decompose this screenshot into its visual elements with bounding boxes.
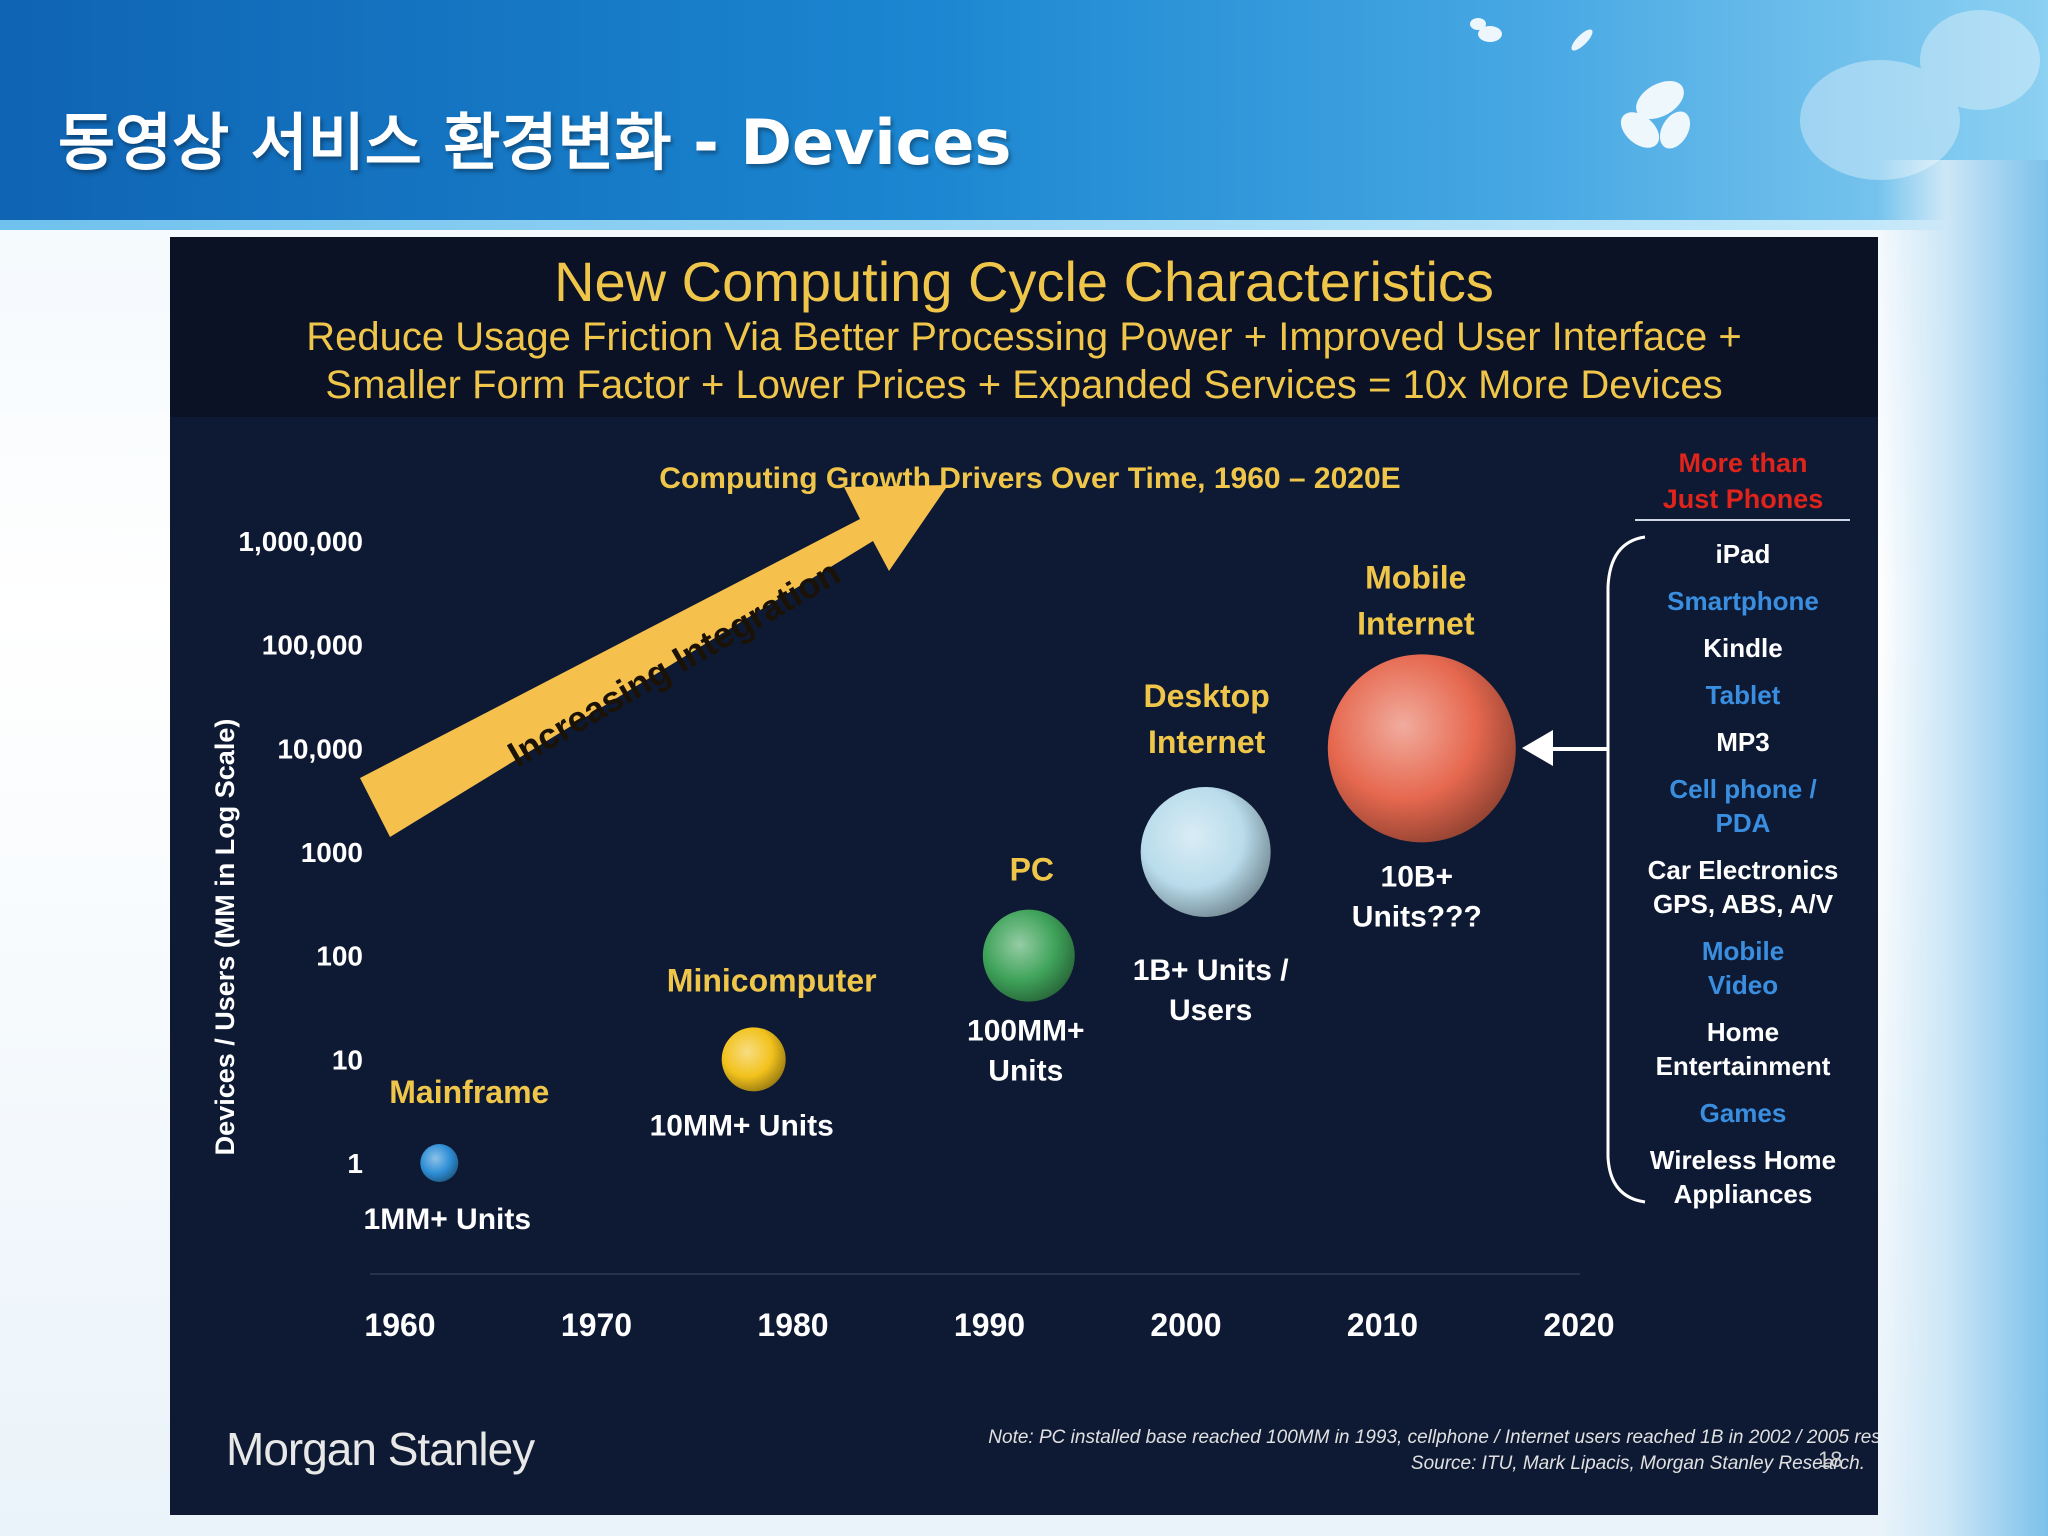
sidebar-device-item: Smartphone — [1667, 586, 1819, 616]
data-point-group: PC 100MM+ Units — [967, 852, 1085, 1088]
chart-subtitle-line-2: Smaller Form Factor + Lower Prices + Exp… — [325, 363, 1723, 407]
y-tick-label: 100 — [316, 941, 363, 972]
data-point-units-label: 1MM+ Units — [364, 1203, 532, 1236]
y-axis-ticks: 1,000,000 100,000 10,000 1000 100 10 1 — [238, 526, 363, 1179]
increasing-integration-arrow — [360, 485, 948, 837]
chart-subtitle-line-1: Reduce Usage Friction Via Better Process… — [306, 315, 1742, 359]
x-tick-label: 1970 — [561, 1307, 632, 1343]
x-tick-label: 1990 — [954, 1307, 1025, 1343]
data-point-sphere — [1140, 787, 1271, 917]
data-point-group: Mainframe 1MM+ Units — [364, 1074, 550, 1236]
data-point-name-label: Minicomputer — [667, 962, 877, 998]
slide-title: 동영상 서비스 환경변화 - Devices — [58, 106, 1012, 179]
right-decoration — [1878, 160, 2048, 1536]
sidebar-device-item: Home Entertainment — [1655, 1017, 1831, 1081]
source-note-line-1: Note: PC installed base reached 100MM in… — [988, 1427, 1878, 1448]
sidebar-device-item: Tablet — [1705, 680, 1781, 710]
data-point-name-label: Mainframe — [389, 1074, 549, 1110]
data-point-group: Minicomputer 10MM+ Units — [650, 962, 877, 1142]
sidebar-bracket — [1606, 535, 1646, 1204]
data-point-units-label: 100MM+ Units — [967, 1015, 1085, 1088]
sidebar-title: More than Just Phones — [1662, 448, 1824, 514]
data-point-name-label: PC — [1010, 852, 1054, 888]
source-note-line-2: Source: ITU, Mark Lipacis, Morgan Stanle… — [1410, 1453, 1865, 1474]
chart-main-title: New Computing Cycle Characteristics — [554, 250, 1494, 313]
source-note: Note: PC installed base reached 100MM in… — [690, 1425, 1878, 1477]
y-tick-label: 10 — [332, 1044, 363, 1075]
growth-chart: Computing Growth Drivers Over Time, 1960… — [210, 462, 1850, 1343]
x-tick-label: 1960 — [364, 1307, 435, 1343]
y-tick-label: 100,000 — [262, 630, 363, 661]
y-tick-label: 1 — [347, 1148, 363, 1179]
data-point-sphere — [721, 1027, 786, 1092]
sidebar-device-list: iPad Smartphone Kindle Tablet MP3 Cell phone … — [1610, 537, 1876, 1224]
x-tick-label: 2000 — [1150, 1307, 1221, 1343]
sidebar-pointer-arrow — [1522, 730, 1608, 766]
integration-arrow-group: Increasing Integration — [360, 485, 948, 837]
y-axis-label: Devices / Users (MM in Log Scale) — [210, 719, 240, 1156]
header-flower-decoration — [1470, 10, 2040, 180]
x-axis-ticks: 1960 1970 1980 1990 2000 2010 2020 — [364, 1307, 1614, 1343]
page-number: 18 — [1818, 1447, 1843, 1472]
chart-panel: New Computing Cycle Characteristics Redu… — [170, 237, 1878, 1515]
data-point-name-label: Desktop Internet — [1144, 678, 1270, 760]
x-tick-label: 1980 — [757, 1307, 828, 1343]
y-tick-label: 10,000 — [277, 733, 363, 764]
chart-header — [170, 237, 1878, 417]
data-point-sphere — [982, 909, 1075, 1002]
sidebar-device-item: Kindle — [1703, 633, 1783, 663]
data-point-group: Desktop Internet 1B+ Units / Users — [1133, 678, 1290, 1027]
increasing-integration-label: Increasing Integration — [501, 551, 847, 775]
header-band — [0, 0, 2048, 230]
sidebar-device-item: Wireless Home Appliances — [1649, 1145, 1837, 1209]
sidebar-device-item: MP3 — [1716, 727, 1770, 757]
y-tick-label: 1,000,000 — [238, 526, 363, 557]
sidebar-device-item: Car Electronics GPS, ABS, A/V — [1647, 855, 1839, 919]
data-point-units-label: 10MM+ Units — [650, 1109, 834, 1142]
x-tick-label: 2020 — [1543, 1307, 1614, 1343]
sidebar-device-item: Cell phone / PDA — [1669, 774, 1817, 838]
chart-inner-title: Computing Growth Drivers Over Time, 1960… — [659, 462, 1400, 495]
sidebar-device-item: iPad — [1715, 539, 1771, 569]
data-point-sphere — [1327, 654, 1516, 843]
sidebar-device-item: Games — [1699, 1098, 1787, 1128]
data-point-units-label: 1B+ Units / Users — [1133, 954, 1290, 1027]
y-tick-label: 1000 — [301, 837, 363, 868]
morgan-stanley-logo: Morgan Stanley — [226, 1423, 535, 1475]
data-points: Mainframe 1MM+ Units Minicomputer 10MM+ Uni… — [364, 559, 1516, 1236]
x-tick-label: 2010 — [1347, 1307, 1418, 1343]
data-point-group: Mobile Internet 10B+ Units??? — [1327, 559, 1516, 933]
sidebar-device-item: Mobile Video — [1701, 936, 1785, 1000]
data-point-sphere — [420, 1144, 459, 1182]
data-point-units-label: 10B+ Units??? — [1352, 860, 1482, 933]
data-point-name-label: Mobile Internet — [1357, 559, 1475, 641]
